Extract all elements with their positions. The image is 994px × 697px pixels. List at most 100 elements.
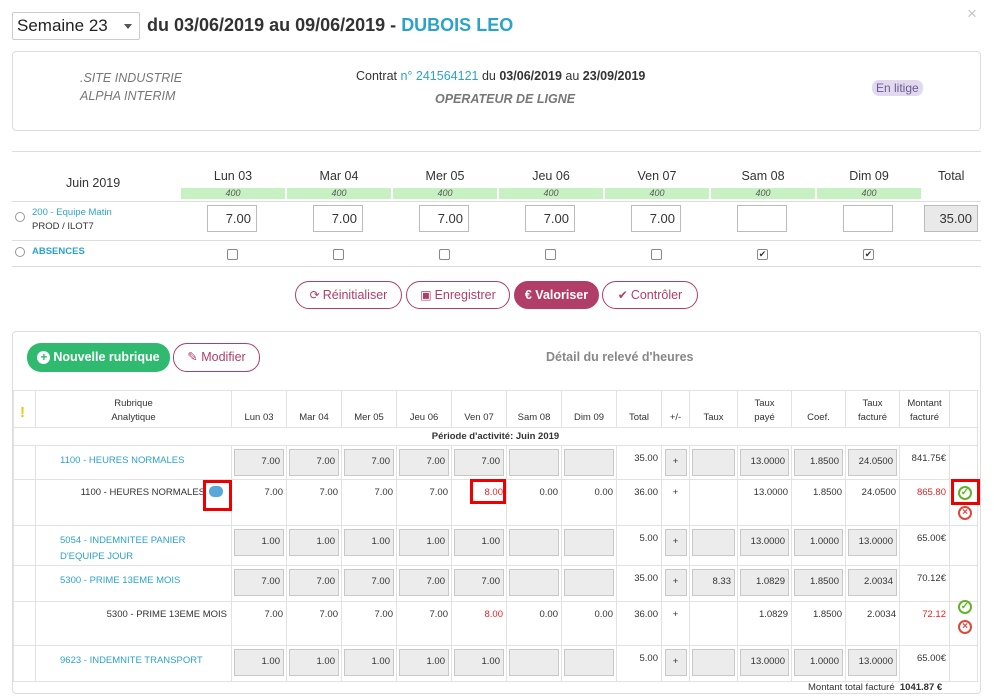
- hours-total: 35.00: [924, 205, 978, 232]
- coef-input[interactable]: 1.8500: [794, 449, 843, 476]
- billed-rate-input[interactable]: 2.0034: [848, 569, 897, 596]
- modify-button[interactable]: ✎ Modifier: [173, 343, 260, 372]
- validate-icon[interactable]: ✓: [958, 486, 972, 500]
- valorize-button[interactable]: € Valoriser: [514, 281, 599, 309]
- hours-input-sun[interactable]: [843, 205, 893, 232]
- sign-toggle[interactable]: +: [664, 569, 687, 596]
- coef-input[interactable]: 1.0000: [794, 529, 843, 556]
- rubrique-link[interactable]: 9623 - INDEMNITE TRANSPORT: [35, 645, 232, 682]
- absence-checkbox-sun[interactable]: ✔: [863, 249, 874, 260]
- day-input[interactable]: 7.00: [289, 569, 339, 596]
- day-input[interactable]: [509, 649, 559, 676]
- close-icon[interactable]: ×: [967, 4, 977, 23]
- sign-toggle[interactable]: +: [664, 529, 687, 556]
- comment-icon[interactable]: [209, 486, 223, 497]
- col-header: Jeu 06: [396, 390, 452, 428]
- billed-rate-input[interactable]: 24.0500: [848, 449, 897, 476]
- rate-cell: [689, 601, 738, 646]
- day-header: Mar 04: [319, 169, 359, 183]
- day-input[interactable]: [509, 529, 559, 556]
- absence-checkbox-wed[interactable]: [439, 249, 450, 260]
- save-button[interactable]: ▣ Enregistrer: [406, 281, 510, 309]
- save-icon: ▣: [420, 288, 432, 302]
- period-label: Période d'activité: Juin 2019: [13, 427, 978, 446]
- day-input[interactable]: 7.00: [454, 449, 504, 476]
- chevron-down-icon: [124, 24, 132, 29]
- day-input[interactable]: 1.00: [234, 529, 284, 556]
- contract-label: Contrat: [356, 69, 397, 83]
- coef-input[interactable]: 1.0000: [794, 649, 843, 676]
- billed-rate-input[interactable]: 13.0000: [848, 529, 897, 556]
- day-header: Lun 03: [213, 169, 253, 183]
- day-input[interactable]: 1.00: [454, 649, 504, 676]
- hours-input-mon[interactable]: 7.00: [207, 205, 257, 232]
- rubrique-link[interactable]: 1100 - HEURES NORMALES: [35, 445, 232, 480]
- control-button[interactable]: ✔ Contrôler: [602, 281, 698, 309]
- paid-rate-input[interactable]: 13.0000: [740, 449, 789, 476]
- day-input[interactable]: [564, 649, 614, 676]
- hours-input-tue[interactable]: 7.00: [313, 205, 363, 232]
- day-value: 0.00: [506, 601, 562, 646]
- day-input[interactable]: 7.00: [344, 569, 394, 596]
- rate-input[interactable]: [692, 449, 735, 476]
- absence-checkbox-tue[interactable]: [333, 249, 344, 260]
- absence-checkbox-thu[interactable]: [545, 249, 556, 260]
- hours-input-thu[interactable]: 7.00: [525, 205, 575, 232]
- paid-rate-input[interactable]: 1.0829: [740, 569, 789, 596]
- day-input[interactable]: 7.00: [399, 569, 449, 596]
- reject-icon[interactable]: ×: [958, 620, 972, 634]
- day-input[interactable]: [564, 449, 614, 476]
- day-input[interactable]: 7.00: [234, 449, 284, 476]
- day-input[interactable]: 1.00: [344, 649, 394, 676]
- day-input[interactable]: 7.00: [234, 569, 284, 596]
- team-link[interactable]: 200 - Equipe Matin: [32, 207, 112, 218]
- actions-col: [949, 390, 978, 428]
- day-input[interactable]: 7.00: [454, 569, 504, 596]
- paid-rate-input[interactable]: 13.0000: [740, 529, 789, 556]
- amount-cell: 70.12€: [899, 565, 950, 602]
- total-cell: 35.00: [616, 565, 662, 602]
- day-input[interactable]: [564, 569, 614, 596]
- rubrique-link[interactable]: 5300 - PRIME 13EME MOIS: [35, 565, 232, 602]
- hours-input-sat[interactable]: [737, 205, 787, 232]
- week-select[interactable]: Semaine 23: [12, 12, 140, 40]
- absence-checkbox-sat[interactable]: ✔: [757, 249, 768, 260]
- rate-input[interactable]: [692, 649, 735, 676]
- day-input[interactable]: 1.00: [399, 649, 449, 676]
- day-input[interactable]: 1.00: [399, 529, 449, 556]
- hours-input-fri[interactable]: 7.00: [631, 205, 681, 232]
- day-input[interactable]: [509, 449, 559, 476]
- rubrique-link[interactable]: 5054 - INDEMNITEE PANIER D'EQUIPE JOUR: [35, 525, 232, 566]
- sign-toggle[interactable]: +: [664, 649, 687, 676]
- rate-input[interactable]: 8.33: [692, 569, 735, 596]
- day-input[interactable]: 7.00: [344, 449, 394, 476]
- day-input[interactable]: 1.00: [289, 649, 339, 676]
- day-value: 8.00: [451, 601, 507, 646]
- billed-rate-input[interactable]: 13.0000: [848, 649, 897, 676]
- absence-checkbox-mon[interactable]: [227, 249, 238, 260]
- day-input[interactable]: 1.00: [454, 529, 504, 556]
- reset-button[interactable]: ⟳ Réinitialiser: [295, 281, 402, 309]
- paid-rate-input[interactable]: 13.0000: [740, 649, 789, 676]
- coef-input[interactable]: 1.8500: [794, 569, 843, 596]
- day-input[interactable]: [509, 569, 559, 596]
- day-input[interactable]: 7.00: [399, 449, 449, 476]
- total-header: Total: [938, 169, 965, 183]
- absence-checkbox-fri[interactable]: [651, 249, 662, 260]
- rate-input[interactable]: [692, 529, 735, 556]
- hours-input-wed[interactable]: 7.00: [419, 205, 469, 232]
- contract-number-link[interactable]: n° 241564121: [400, 69, 479, 83]
- billed-rate-cell: 24.0500: [845, 479, 900, 526]
- day-code-bar: 400: [605, 188, 709, 199]
- day-input[interactable]: 1.00: [234, 649, 284, 676]
- new-rubrique-button[interactable]: + Nouvelle rubrique: [27, 343, 170, 372]
- reject-icon[interactable]: ×: [958, 506, 972, 520]
- validate-icon[interactable]: ✓: [958, 600, 972, 614]
- day-input[interactable]: [564, 529, 614, 556]
- col-header: +/-: [661, 390, 690, 428]
- sign-toggle[interactable]: +: [664, 449, 687, 476]
- day-input[interactable]: 1.00: [344, 529, 394, 556]
- day-input[interactable]: 1.00: [289, 529, 339, 556]
- divider: [12, 240, 981, 241]
- day-input[interactable]: 7.00: [289, 449, 339, 476]
